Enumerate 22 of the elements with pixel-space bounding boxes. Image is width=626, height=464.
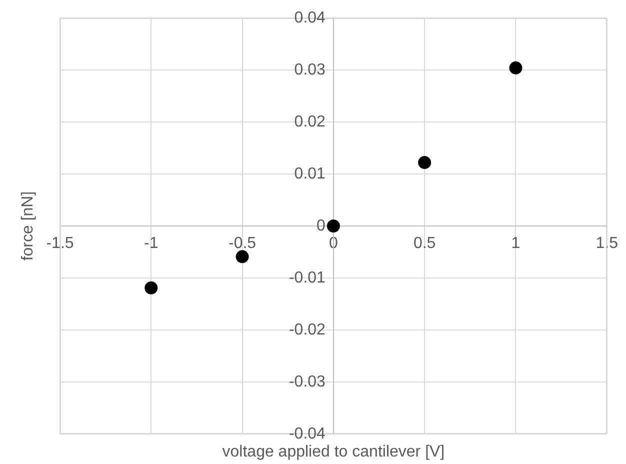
- point: [144, 281, 158, 294]
- x-tick-label: -1.5: [46, 235, 74, 252]
- point: [236, 250, 249, 264]
- y-tick-label: -0.04: [288, 425, 326, 442]
- y-tick-label: -0.02: [288, 321, 326, 338]
- y-tick-label: -0.01: [288, 269, 326, 286]
- x-tick-label: 1.5: [596, 235, 618, 252]
- point: [418, 156, 432, 170]
- x-tick-label: 0.5: [413, 235, 436, 252]
- y-tick-label: 0.03: [294, 61, 326, 78]
- y-tick-label: 0.04: [294, 9, 326, 26]
- y-tick-label: 0.02: [294, 113, 326, 130]
- x-axis-title: voltage applied to cantilever [V]: [222, 443, 445, 460]
- x-tick-label: 1: [511, 235, 520, 252]
- y-tick-label: 0: [316, 217, 326, 234]
- point: [509, 61, 522, 74]
- y-axis-title: force [nN]: [19, 191, 36, 261]
- x-tick-label: -1: [144, 235, 158, 252]
- y-tick-label: -0.03: [288, 373, 326, 390]
- point: [326, 220, 340, 232]
- x-tick-label: -0.5: [228, 235, 256, 252]
- y-tick-label: 0.01: [294, 165, 326, 182]
